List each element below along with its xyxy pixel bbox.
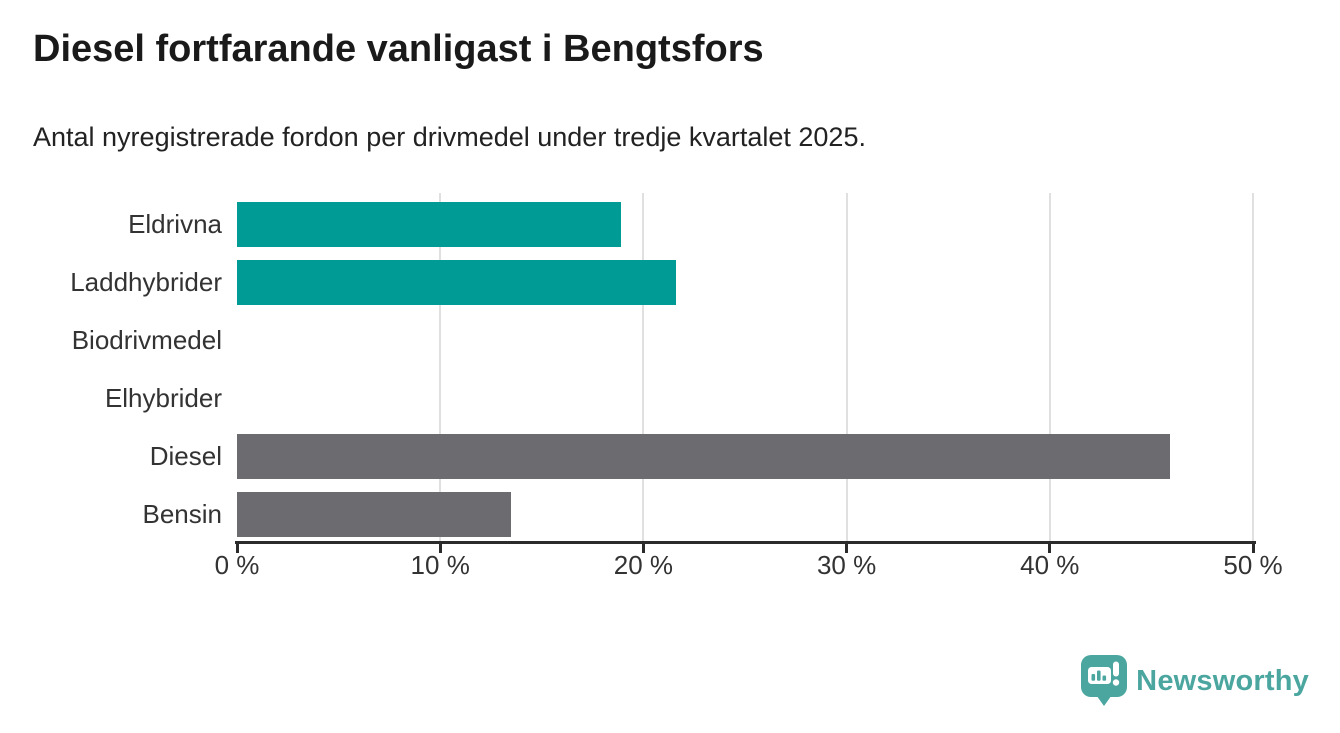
- bar-track: [237, 491, 1253, 537]
- bar-bensin: [237, 491, 512, 537]
- bar-track: [237, 318, 1253, 363]
- gridline: [642, 193, 645, 541]
- x-axis-tick-label: 30 %: [816, 550, 877, 580]
- category-label: Diesel: [149, 440, 222, 471]
- bar-laddhybrider: [237, 259, 676, 305]
- gridline: [845, 193, 848, 541]
- chart-row: Eldrivna: [33, 195, 1253, 253]
- chart-subtitle: Antal nyregistrerade fordon per drivmede…: [33, 122, 866, 152]
- category-label: Elhybrider: [104, 382, 222, 413]
- chart-row: Biodrivmedel: [33, 311, 1253, 369]
- chart-row: Elhybrider: [33, 369, 1253, 427]
- bar-track: [237, 433, 1253, 479]
- x-axis-tick: [235, 544, 239, 553]
- x-axis-tick: [641, 544, 645, 553]
- x-axis-tick-label: 10 %: [410, 550, 470, 580]
- x-axis-tick-label: 0 %: [214, 550, 260, 580]
- x-axis-line: [235, 541, 1256, 544]
- x-axis-tick: [438, 544, 442, 553]
- bar-diesel: [237, 433, 1170, 479]
- bar-chart: Eldrivna Laddhybrider Biodrivmedel Elhybrid…: [33, 193, 1303, 623]
- gridline: [1252, 193, 1254, 541]
- x-axis-tick-label: 20 %: [613, 550, 674, 580]
- bar-eldrivna: [237, 201, 622, 247]
- x-axis-tick: [1251, 544, 1255, 553]
- gridline: [1048, 193, 1051, 541]
- x-axis-tick-label: 40 %: [1020, 550, 1080, 580]
- newsworthy-wordmark: Newsworthy: [1136, 664, 1309, 697]
- category-label: Biodrivmedel: [71, 324, 222, 355]
- x-axis-tick: [1048, 544, 1052, 553]
- newsworthy-pin-icon: [1081, 655, 1128, 706]
- gridline: [439, 193, 442, 541]
- bar-track: [237, 259, 1253, 305]
- x-axis-tick-label: 50 %: [1223, 550, 1283, 580]
- category-label: Laddhybrider: [70, 266, 222, 297]
- bar-track: [237, 376, 1253, 421]
- category-label: Bensin: [142, 498, 223, 529]
- chart-row: Laddhybrider: [33, 253, 1253, 311]
- newsworthy-logo: Newsworthy: [1081, 655, 1309, 707]
- category-label: Eldrivna: [128, 208, 222, 239]
- x-axis-tick: [845, 544, 849, 553]
- chart-row: Bensin: [33, 485, 1253, 543]
- chart-row: Diesel: [33, 427, 1253, 485]
- chart-rows: Eldrivna Laddhybrider Biodrivmedel Elhybrid…: [33, 195, 1253, 543]
- chart-title: Diesel fortfarande vanligast i Bengtsfor…: [33, 28, 764, 70]
- bar-track: [237, 201, 1253, 247]
